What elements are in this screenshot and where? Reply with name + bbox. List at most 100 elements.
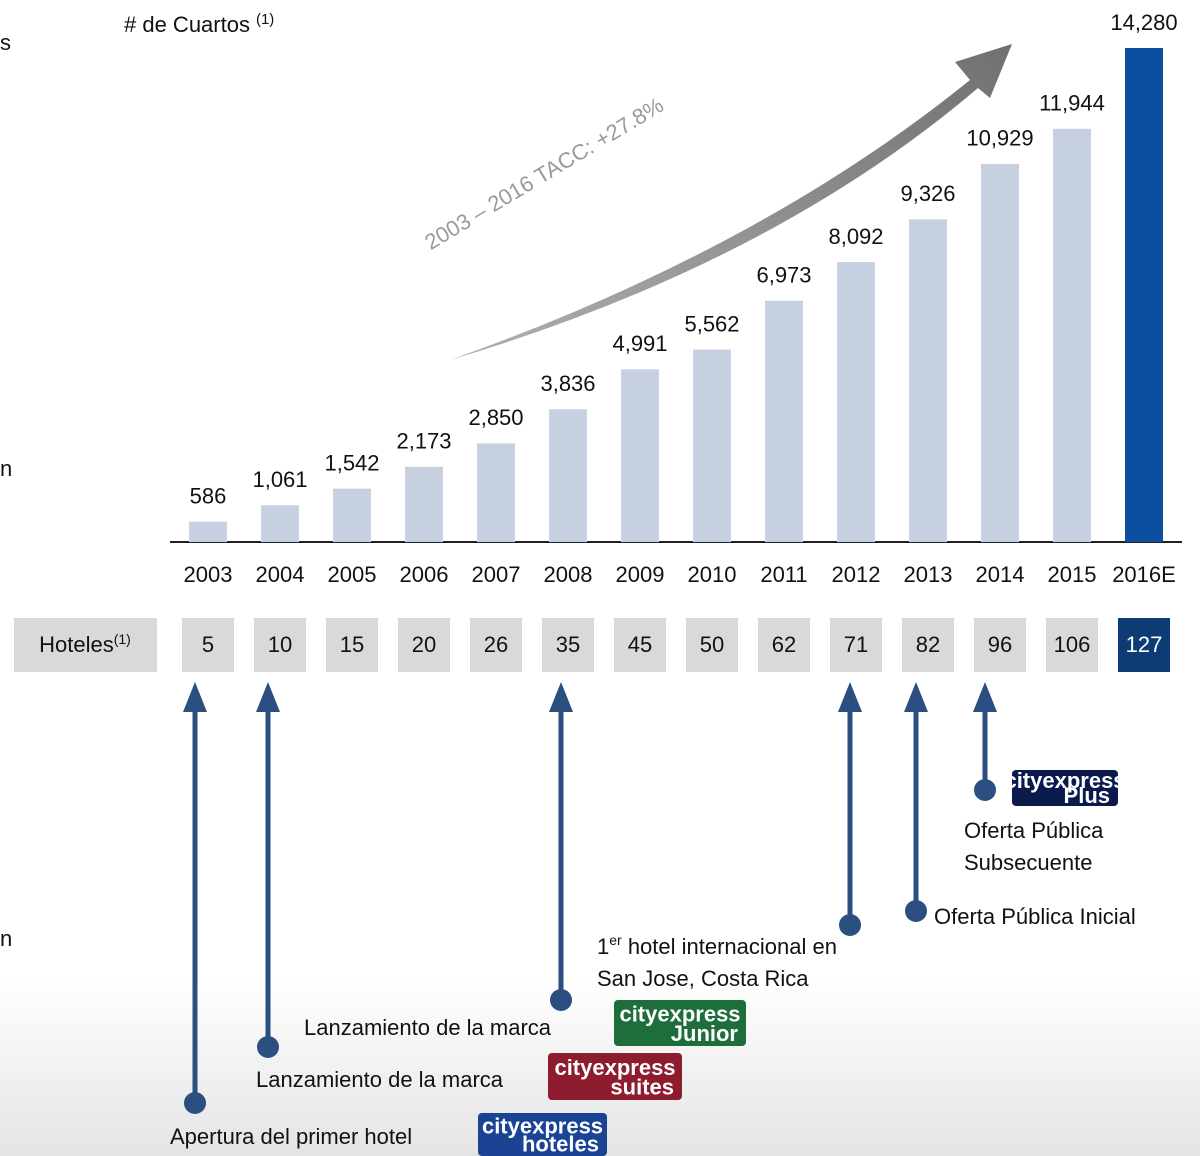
hotel-count: 82 [916,632,940,657]
bar [909,219,947,542]
bar [477,443,515,542]
hotel-box [398,618,450,672]
x-tick-label: 2013 [904,562,953,587]
x-tick-label: 2008 [544,562,593,587]
title-text: # de Cuartos [124,12,250,37]
bar [621,369,659,542]
hotels-label-text: Hoteles [39,632,114,657]
hotel-box [542,618,594,672]
bar [1053,128,1091,542]
logo-sub: Junior [671,1021,739,1046]
bar [333,488,371,542]
event-arrowhead [549,682,573,712]
logo-name: cityexpress [482,1113,603,1138]
event-arrowhead [973,682,997,712]
hotel-box [182,618,234,672]
event-dot [905,900,927,922]
hotel-count: 45 [628,632,652,657]
hotel-box [326,618,378,672]
value-label: 3,836 [540,371,595,396]
bar [981,163,1019,542]
hotel-count: 26 [484,632,508,657]
bar [765,300,803,542]
logo [478,1113,607,1156]
logo [614,1000,746,1046]
hotel-box [254,618,306,672]
logo [548,1053,682,1100]
value-label: 2,850 [468,405,523,430]
value-label: 5,562 [684,311,739,336]
x-tick-label: 2012 [832,562,881,587]
event-dot [839,914,861,936]
value-label: 4,991 [612,331,667,356]
x-tick-label: 2006 [400,562,449,587]
hotel-count: 10 [268,632,292,657]
event-label-text: Lanzamiento de la marca [304,1015,552,1040]
event-label: Oferta Pública [964,818,1104,843]
hotel-box [758,618,810,672]
event-label-pre: 1 [597,934,609,959]
hotel-count: 35 [556,632,580,657]
event-label-line2: San Jose, Costa Rica [597,966,809,991]
logo [1012,770,1118,806]
bar [405,466,443,542]
logo-sub: hoteles [522,1131,599,1156]
bar [837,262,875,542]
hotel-count: 127 [1126,632,1163,657]
hotel-box [974,618,1026,672]
hotel-box [686,618,738,672]
event-label: Oferta Pública Inicial [934,904,1136,929]
logo-name: cityexpress [619,1001,740,1026]
logo-sub: Plus [1064,783,1110,808]
growth-annotation: 2003 – 2016 TACC: +27.8% [420,92,668,254]
value-label: 1,061 [252,467,307,492]
hotel-count: 20 [412,632,436,657]
hotel-box [830,618,882,672]
x-tick-label: 2009 [616,562,665,587]
bar [1125,48,1163,542]
event-label: Apertura del primer hotel [170,1124,412,1149]
hotel-box [614,618,666,672]
event-arrowhead [183,682,207,712]
left-fragment: s [0,30,11,55]
logo-sub: suites [610,1075,674,1100]
event-dot [550,989,572,1011]
value-label: 10,929 [966,126,1033,151]
hotels-label-box [14,618,157,672]
x-tick-label: 2005 [328,562,377,587]
x-tick-label: 2007 [472,562,521,587]
bar [189,521,227,542]
left-fragment: n [0,456,12,481]
event-label-text: Oferta Pública Inicial [934,904,1136,929]
hotel-count: 15 [340,632,364,657]
x-tick-label: 2003 [184,562,233,587]
left-fragment: n [0,926,12,951]
event-dot [974,779,996,801]
value-label: 2,173 [396,429,451,454]
x-tick-label: 2004 [256,562,305,587]
hotel-count: 5 [202,632,214,657]
value-label: 14,280 [1110,10,1177,35]
hotel-box [902,618,954,672]
event-arrowhead [904,682,928,712]
hotel-count: 71 [844,632,868,657]
value-label: 1,542 [324,450,379,475]
event-arrowhead [256,682,280,712]
hotel-count: 62 [772,632,796,657]
event-label-text: Lanzamiento de la marca [256,1067,504,1092]
event-dot [184,1092,206,1114]
event-label-text: hotel internacional en [622,934,837,959]
event-label: Lanzamiento de la marca [256,1067,504,1092]
x-tick-label: 2010 [688,562,737,587]
x-tick-label: 2016E [1112,562,1176,587]
logo-name: cityexpress [554,1055,675,1080]
value-label: 11,944 [1039,91,1105,116]
event-arrowhead [838,682,862,712]
chart-title: # de Cuartos (1) [124,11,274,37]
value-label: 8,092 [828,224,883,249]
hotel-box [1118,618,1170,672]
title-note: (1) [256,11,274,28]
x-tick-label: 2014 [976,562,1025,587]
hotel-box [1046,618,1098,672]
